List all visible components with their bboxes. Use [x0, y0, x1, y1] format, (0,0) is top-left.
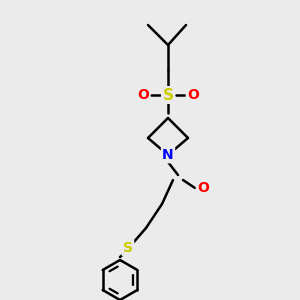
Text: O: O [137, 88, 149, 102]
Text: O: O [197, 181, 209, 195]
Text: O: O [187, 88, 199, 102]
Text: N: N [162, 148, 174, 162]
Text: S: S [163, 88, 173, 103]
Text: S: S [123, 241, 133, 255]
